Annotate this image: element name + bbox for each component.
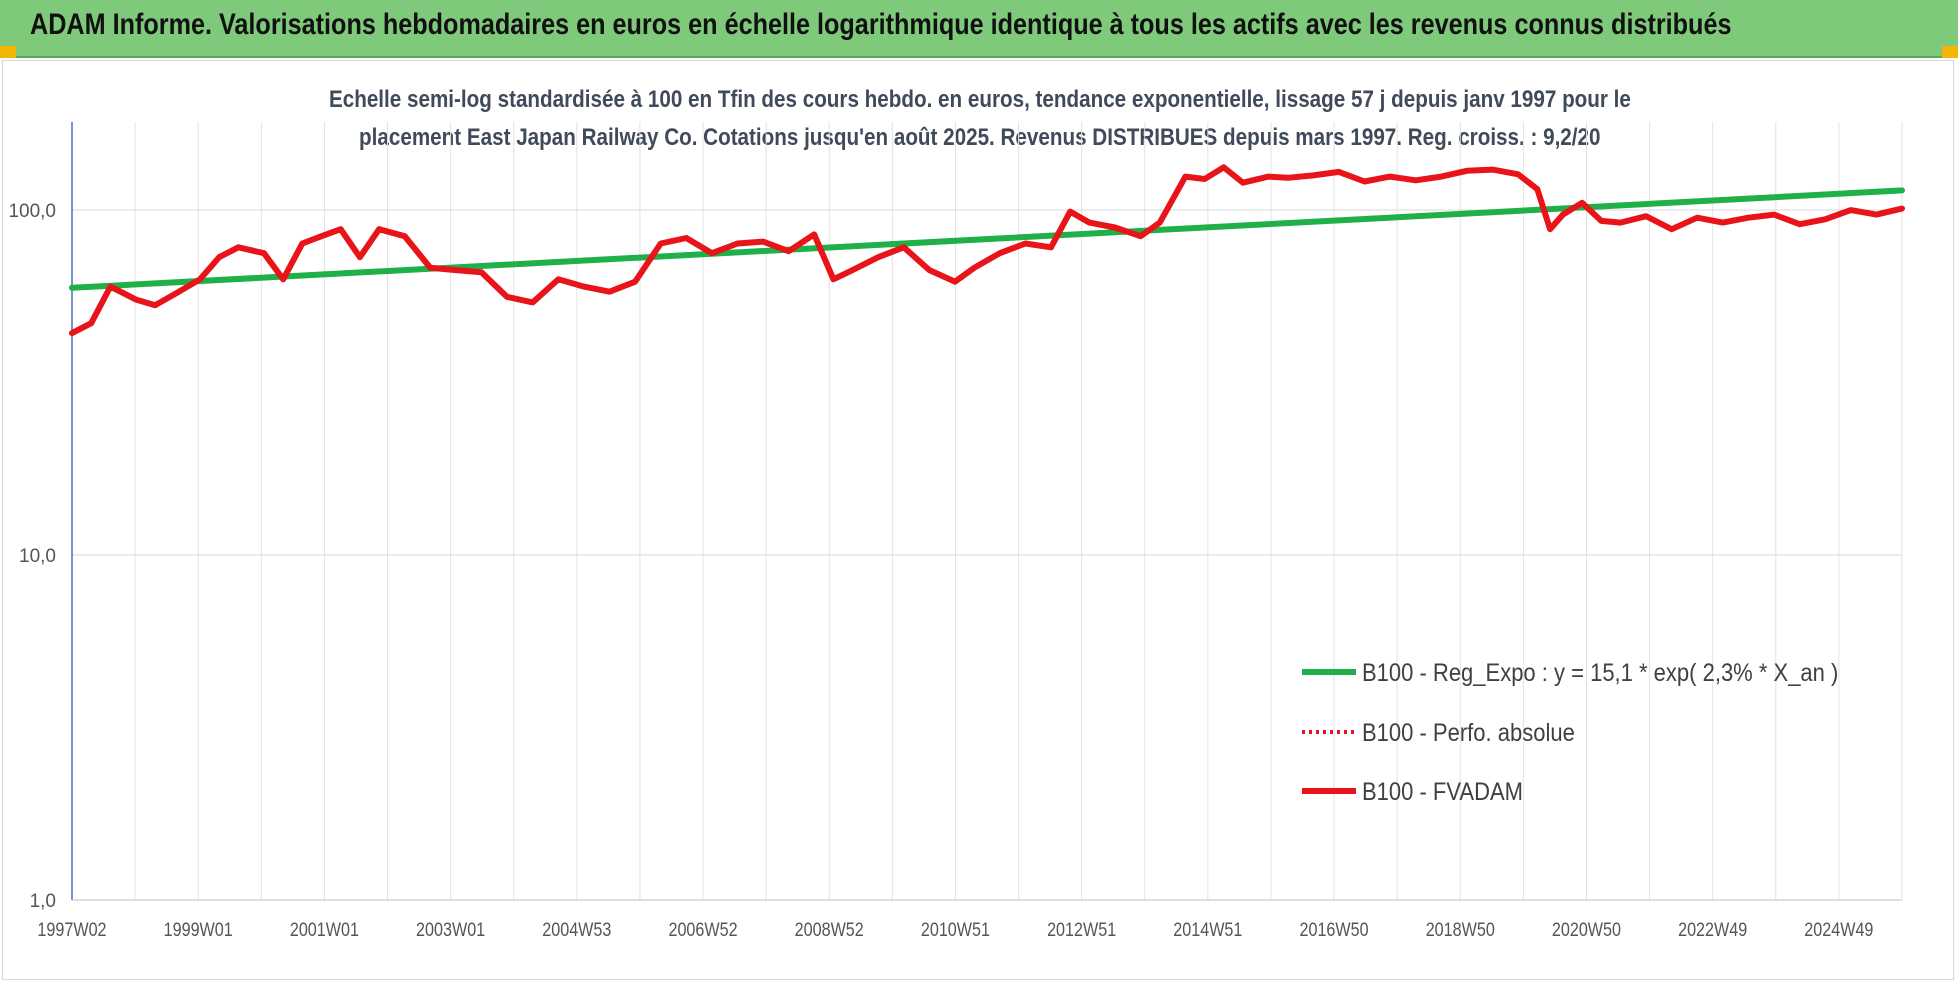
x-tick-label: 2024W49 [1804, 919, 1873, 941]
x-tick-label: 1999W01 [164, 919, 233, 941]
x-tick-label: 2008W52 [795, 919, 864, 941]
y-tick-label: 10,0 [19, 546, 56, 567]
x-tick-label: 2020W50 [1552, 919, 1621, 941]
corner-marker-top-left [0, 46, 16, 58]
x-tick-label: 2022W49 [1678, 919, 1747, 941]
x-tick-label: 2014W51 [1173, 919, 1242, 941]
x-tick-label: 2004W53 [542, 919, 611, 941]
x-tick-label: 2012W51 [1047, 919, 1116, 941]
legend-swatch-reg-expo [1302, 669, 1356, 675]
legend-swatch-perfo-absolue [1302, 730, 1356, 734]
x-tick-label: 2010W51 [921, 919, 990, 941]
legend-swatch-fvadam [1302, 788, 1356, 794]
x-tick-label: 1997W02 [37, 919, 106, 941]
chart-subtitle-line-2: placement East Japan Railway Co. Cotatio… [359, 124, 1601, 151]
x-tick-label: 2003W01 [416, 919, 485, 941]
x-tick-label: 2018W50 [1426, 919, 1495, 941]
series-reg-expo-line [69, 187, 1905, 291]
chart-subtitle-line-1: Echelle semi-log standardisée à 100 en T… [329, 86, 1631, 113]
legend-label-fvadam: B100 - FVADAM [1362, 778, 1523, 806]
x-tick-label: 2006W52 [668, 919, 737, 941]
banner-title: ADAM Informe. Valorisations hebdomadaire… [30, 8, 1732, 41]
x-tick-label: 2001W01 [290, 919, 359, 941]
corner-marker-top-right [1942, 46, 1958, 58]
legend-label-reg-expo: B100 - Reg_Expo : y = 15,1 * exp( 2,3% *… [1362, 659, 1839, 687]
legend-label-perfo-absolue: B100 - Perfo. absolue [1362, 719, 1575, 747]
y-tick-label: 100,0 [8, 201, 56, 222]
title-banner: ADAM Informe. Valorisations hebdomadaire… [0, 0, 1958, 58]
chart-frame [2, 60, 1954, 980]
x-tick-label: 2016W50 [1299, 919, 1368, 941]
y-tick-label: 1,0 [30, 891, 56, 912]
series-fvadam-line [69, 164, 1905, 337]
